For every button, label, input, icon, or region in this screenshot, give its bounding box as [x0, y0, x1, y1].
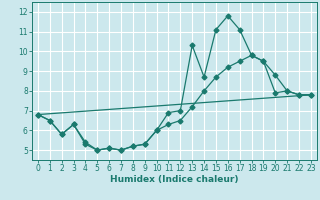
- X-axis label: Humidex (Indice chaleur): Humidex (Indice chaleur): [110, 175, 239, 184]
